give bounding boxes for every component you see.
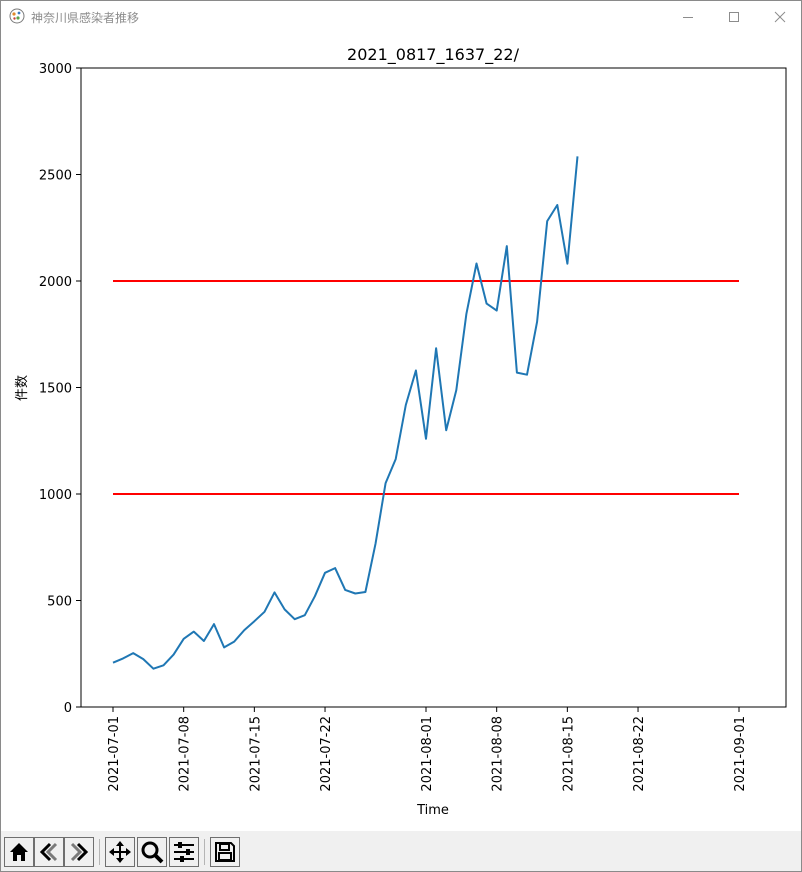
minimize-button[interactable] [665,1,711,32]
y-tick-label: 2500 [39,169,72,184]
toolbar-separator [99,839,100,865]
back-button[interactable] [34,837,64,867]
line-chart: 0 500 1000 1500 2000 2500 3000 2021-07-01 2021-0… [15,45,787,818]
close-button[interactable] [757,1,802,32]
y-axis-label: 件数 [15,375,30,401]
y-tick-label: 1000 [39,488,72,503]
y-tick-label: 0 [64,701,72,716]
zoom-icon [141,841,164,864]
maximize-icon [729,11,739,22]
x-tick-label: 2021-08-08 [491,716,506,792]
x-tick-label: 2021-08-15 [561,716,576,792]
plot-frame [80,67,787,708]
y-tick-label: 2000 [39,275,72,290]
forward-icon [70,842,89,862]
chart-title: 2021_0817_1637_22/ [347,45,520,65]
app-icon [9,8,25,24]
back-icon [39,842,58,862]
x-tick-label: 2021-07-08 [178,716,193,792]
home-icon [10,843,28,861]
y-tick-label: 1500 [39,382,72,397]
series-line [112,156,579,670]
window-title: 神奈川県感染者推移 [31,11,140,25]
forward-button[interactable] [64,837,94,867]
x-tick-label: 2021-08-01 [420,716,435,792]
x-tick-label: 2021-09-01 [733,716,748,792]
x-tick-label: 2021-08-22 [632,716,647,792]
save-icon [215,842,235,862]
x-tick-label: 2021-07-15 [248,716,263,792]
configure-button[interactable] [169,837,199,867]
y-tick-label: 500 [47,595,72,610]
x-tick-label: 2021-07-01 [107,716,122,792]
toolbar-separator [204,839,205,865]
x-axis-label: Time [416,803,449,818]
figure-canvas[interactable]: 0 500 1000 1500 2000 2500 3000 2021-07-01 2021-0… [1,32,801,831]
maximize-button[interactable] [711,1,757,32]
minimize-icon [683,16,693,18]
close-icon [774,11,786,22]
home-button[interactable] [4,837,34,867]
save-button[interactable] [210,837,240,867]
zoom-button[interactable] [137,837,167,867]
configure-icon [174,842,194,862]
y-tick-label: 3000 [39,62,72,77]
title-bar: 神奈川県感染者推移 [1,1,801,32]
navigation-toolbar [1,831,801,871]
pan-button[interactable] [105,837,135,867]
x-tick-label: 2021-07-22 [319,716,334,792]
pan-icon [109,841,131,863]
chart-marks: 0 500 1000 1500 2000 2500 3000 2021-07-01 2021-0… [39,62,787,792]
